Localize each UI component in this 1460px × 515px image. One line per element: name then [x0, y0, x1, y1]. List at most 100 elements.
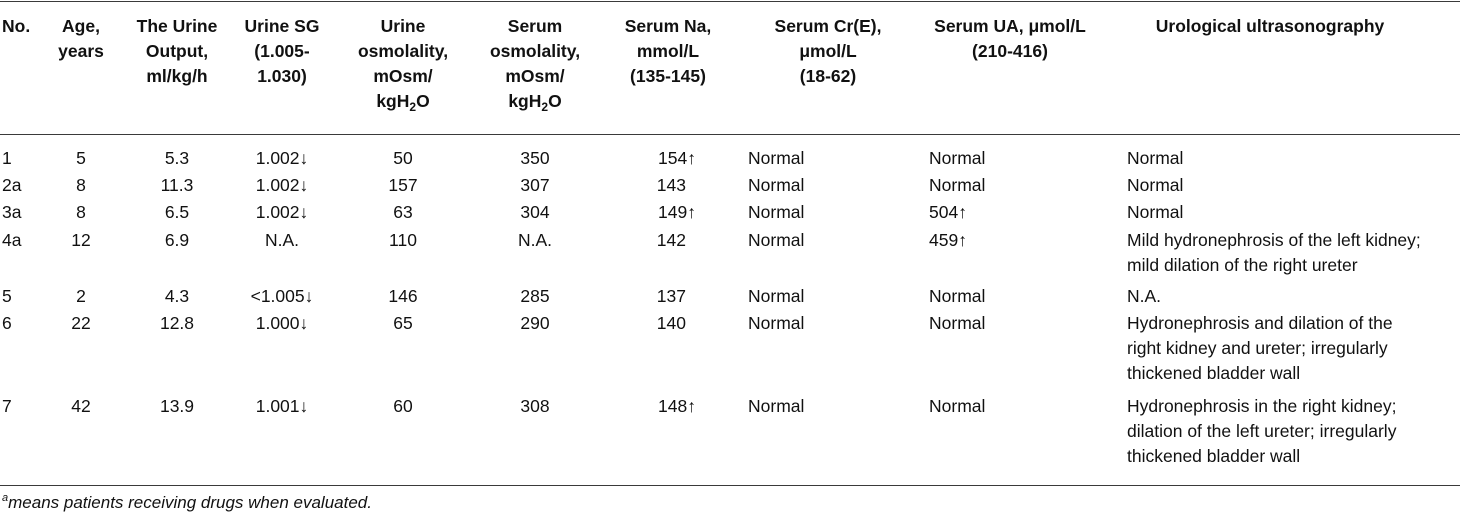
cell-serum-cr: Normal	[748, 202, 805, 222]
header-no: No.	[2, 14, 30, 39]
header-unit-tail: O	[548, 91, 562, 111]
cell-output: 13.9	[159, 396, 195, 416]
cell-no: 4a	[2, 230, 22, 250]
header-urine-osm-line: osmolality,	[357, 41, 449, 61]
cell-ultrasonography-line: Mild hydronephrosis of the left kidney;	[1127, 230, 1421, 250]
header-serum-osm-line: osmolality,	[489, 41, 581, 61]
cell-urine-osm: 146	[388, 286, 418, 306]
cell-serum-osm: 285	[520, 286, 550, 306]
cell-ultrasonography-line: Normal	[1127, 175, 1184, 195]
header-serum-na: Serum Na, mmol/L (135-145)	[608, 14, 728, 89]
cell-ultrasonography: Hydronephrosis in the right kidney; dila…	[1127, 394, 1396, 469]
header-unit-base: kgH	[376, 91, 410, 111]
header-urine-osmolality: Urine osmolality, mOsm/ kgH2O	[338, 14, 468, 114]
cell-ultrasonography: N.A.	[1127, 284, 1161, 309]
cell-no: 6	[2, 313, 12, 333]
cell-no: 5	[2, 286, 12, 306]
cell-urine-sg: <1.005↓	[250, 286, 314, 306]
cell-urine-sg: N.A.	[264, 230, 300, 250]
cell-serum-osm: 304	[520, 202, 550, 222]
footnote-text: means patients receiving drugs when eval…	[8, 493, 372, 512]
cell-age: 22	[71, 313, 91, 333]
cell-output: 6.5	[164, 202, 190, 222]
cell-ultrasonography-line: dilation of the left ureter; irregularly	[1127, 421, 1397, 441]
cell-output: 12.8	[159, 313, 195, 333]
cell-serum-ua: Normal	[929, 396, 986, 416]
cell-urine-sg: 1.002↓	[255, 202, 309, 222]
cell-output: 5.3	[164, 148, 190, 168]
footnote-marker: a	[2, 492, 9, 504]
header-output-line: Output,	[145, 41, 209, 61]
header-serum-ua-line: Serum UA, μmol/L	[934, 16, 1086, 36]
cell-ultrasonography: Hydronephrosis and dilation of the right…	[1127, 311, 1393, 386]
cell-output: 11.3	[160, 175, 194, 195]
cell-no: 2a	[2, 175, 22, 195]
header-ultrasonography: Urological ultrasonography	[1145, 14, 1395, 39]
cell-urine-sg: 1.001↓	[255, 396, 309, 416]
table-top-rule	[0, 1, 1460, 2]
cell-urine-sg: 1.002↓	[255, 148, 309, 168]
header-serum-ua: Serum UA, μmol/L (210-416)	[920, 14, 1100, 64]
cell-serum-na: 140	[656, 313, 686, 333]
header-output: The Urine Output, ml/kg/h	[112, 14, 242, 89]
header-output-line: ml/kg/h	[146, 66, 208, 86]
cell-serum-ua: Normal	[929, 286, 986, 306]
cell-serum-cr: Normal	[748, 230, 805, 250]
cell-urine-osm: 50	[393, 148, 413, 168]
cell-ultrasonography-line: thickened bladder wall	[1127, 363, 1301, 383]
cell-serum-na: 154↑	[658, 148, 696, 168]
cell-serum-na: 143	[656, 175, 686, 195]
header-urine-sg-line: 1.030)	[257, 66, 307, 86]
header-urine-sg-line: (1.005-	[254, 41, 310, 61]
cell-urine-osm: 157	[388, 175, 418, 195]
cell-serum-ua: 504↑	[929, 202, 967, 222]
header-serum-cr-line: (18-62)	[799, 66, 857, 86]
cell-serum-ua: Normal	[929, 175, 986, 195]
cell-serum-cr: Normal	[748, 313, 805, 333]
cell-urine-osm: 63	[393, 202, 413, 222]
header-urine-osm-line: Urine	[380, 16, 426, 36]
header-age: Age, years	[46, 14, 116, 64]
cell-ultrasonography-line: Hydronephrosis and dilation of the	[1127, 313, 1393, 333]
header-no-line: No.	[2, 16, 31, 36]
table-bottom-rule	[0, 485, 1460, 486]
cell-ultrasonography-line: N.A.	[1127, 286, 1162, 306]
cell-ultrasonography-line: mild dilation of the right ureter	[1127, 255, 1358, 275]
cell-age: 8	[76, 175, 86, 195]
header-serum-na-line: Serum Na,	[624, 16, 712, 36]
cell-serum-osm: 307	[520, 175, 550, 195]
table-footnote: ameans patients receiving drugs when eva…	[2, 492, 372, 514]
cell-age: 2	[76, 286, 86, 306]
cell-serum-na: 148↑	[658, 396, 696, 416]
header-unit-base: kgH	[508, 91, 542, 111]
cell-serum-osm: 290	[520, 313, 550, 333]
cell-serum-cr: Normal	[748, 148, 805, 168]
header-serum-osm-line: Serum	[507, 16, 563, 36]
cell-age: 5	[76, 148, 86, 168]
header-serum-cr: Serum Cr(E), μmol/L (18-62)	[758, 14, 898, 89]
cell-no: 3a	[2, 202, 22, 222]
cell-output: 4.3	[164, 286, 190, 306]
header-serum-ua-line: (210-416)	[972, 41, 1048, 61]
cell-no: 7	[2, 396, 12, 416]
header-serum-cr-line: μmol/L	[799, 41, 857, 61]
header-unit-subscript: 2	[409, 100, 417, 114]
cell-serum-na: 142	[656, 230, 686, 250]
cell-ultrasonography-line: right kidney and ureter; irregularly	[1127, 338, 1388, 358]
cell-ultrasonography: Normal	[1127, 173, 1183, 198]
header-age-line: Age,	[62, 16, 100, 36]
header-serum-na-line: (135-145)	[630, 66, 706, 86]
cell-ultrasonography-line: Normal	[1127, 148, 1184, 168]
header-age-line: years	[58, 41, 104, 61]
cell-urine-sg: 1.000↓	[255, 313, 309, 333]
cell-serum-osm: N.A.	[517, 230, 553, 250]
header-ultrasonography-line: Urological ultrasonography	[1155, 16, 1385, 36]
cell-ultrasonography-line: Hydronephrosis in the right kidney;	[1127, 396, 1397, 416]
table-header-rule	[0, 134, 1460, 135]
header-unit-subscript: 2	[541, 100, 549, 114]
cell-serum-cr: Normal	[748, 175, 805, 195]
header-urine-osm-unit: kgH2O	[338, 89, 468, 114]
header-serum-na-line: mmol/L	[636, 41, 700, 61]
cell-age: 42	[71, 396, 91, 416]
cell-ultrasonography-line: Normal	[1127, 202, 1184, 222]
